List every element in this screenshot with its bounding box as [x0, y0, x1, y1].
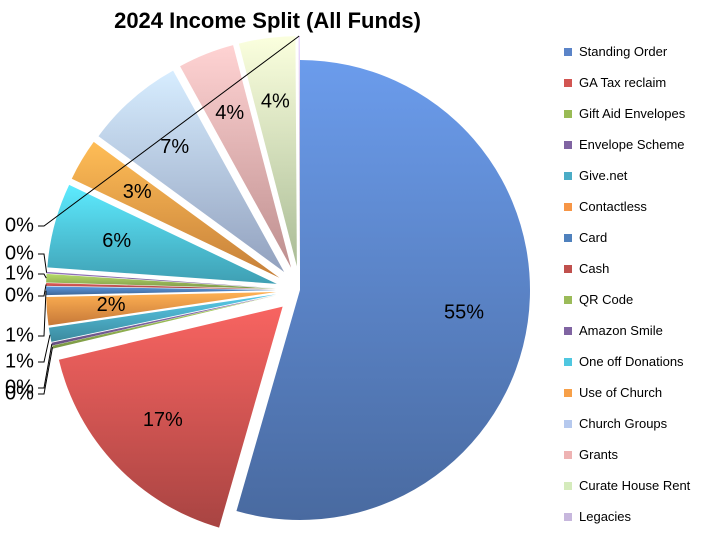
legend-item-standing-order: Standing Order [563, 42, 713, 73]
legend-label: Use of Church [579, 385, 663, 400]
slice-label-ga-tax-reclaim: 17% [143, 409, 183, 431]
pie-slice-gift-aid-envelopes [52, 295, 277, 349]
legend-label: Envelope Scheme [579, 137, 685, 152]
legend-item-cash: Cash [563, 259, 713, 290]
legend-swatch [564, 234, 572, 242]
leader-line [38, 347, 54, 395]
legend-item-envelope-scheme: Envelope Scheme [563, 135, 713, 166]
pie-slice-qr-code [46, 273, 277, 289]
legend-swatch [564, 203, 572, 211]
leader-line [38, 290, 47, 337]
legend-label: Curate House Rent [579, 478, 691, 493]
pie-chart: 55%17%2%6%3%7%4%4%0%0%1%0%1%1%0%0% [5, 35, 530, 528]
pie-slice-contactless [46, 292, 277, 326]
legend-label: Give.net [579, 168, 628, 183]
legend-label: Grants [579, 447, 619, 462]
legend-swatch [564, 141, 572, 149]
legend-item-ga-tax-reclaim: GA Tax reclaim [563, 73, 713, 104]
leader-line [38, 284, 47, 297]
pie-slice-give-net [48, 294, 277, 342]
slice-label-give-net: 1% [5, 350, 34, 372]
leader-line [38, 344, 53, 389]
legend-item-gift-aid-envelopes: Gift Aid Envelopes [563, 104, 713, 135]
legend-swatch [564, 48, 572, 56]
legend-swatch [564, 389, 572, 397]
legend-item-one-off-donations: One off Donations [563, 352, 713, 383]
legend-item-contactless: Contactless [563, 197, 713, 228]
legend-swatch [564, 513, 572, 521]
legend-item-amazon-smile: Amazon Smile [563, 321, 713, 352]
legend-label: GA Tax reclaim [579, 75, 667, 90]
legend-label: Contactless [579, 199, 647, 214]
pie-slice-card [46, 286, 277, 296]
legend-item-use-of-church: Use of Church [563, 383, 713, 414]
legend-swatch [564, 265, 572, 273]
pie-slice-one-off-donations [47, 184, 277, 284]
legend-swatch [564, 172, 572, 180]
legend-item-card: Card [563, 228, 713, 259]
pie-slice-church-groups [98, 70, 285, 272]
slice-label-curate-house-rent: 4% [261, 90, 290, 112]
pie-slice-curate-house-rent [238, 36, 297, 267]
legend-label: Legacies [579, 509, 632, 524]
slice-label-card: 1% [5, 324, 34, 346]
leader-line [38, 273, 47, 279]
slice-label-qr-code: 1% [5, 262, 34, 284]
legend-item-give-net: Give.net [563, 166, 713, 197]
pie-slice-amazon-smile [46, 271, 277, 289]
slice-label-grants: 4% [215, 102, 244, 124]
legend-swatch [564, 327, 572, 335]
legend-label: One off Donations [579, 354, 684, 369]
legend-item-legacies: Legacies [563, 507, 713, 538]
slice-label-amazon-smile: 0% [5, 242, 34, 264]
slice-label-gift-aid-envelopes: 0% [5, 382, 34, 404]
legend-swatch [564, 110, 572, 118]
legend-swatch [564, 296, 572, 304]
legend-item-grants: Grants [563, 445, 713, 476]
slice-label-cash: 0% [5, 284, 34, 306]
leader-line [38, 334, 51, 363]
legend-label: QR Code [579, 292, 634, 307]
legend-label: Standing Order [579, 44, 668, 59]
legend-label: Amazon Smile [579, 323, 663, 338]
slice-label-church-groups: 7% [160, 136, 189, 158]
legend-item-church-groups: Church Groups [563, 414, 713, 445]
pie-slice-use-of-church [71, 141, 280, 278]
legend-swatch [564, 358, 572, 366]
legend-swatch [564, 420, 572, 428]
slice-label-use-of-church: 3% [123, 181, 152, 203]
slice-label-one-off-donations: 6% [102, 230, 131, 252]
chart-title: 2024 Income Split (All Funds) [114, 8, 421, 33]
chart-legend: Standing Order GA Tax reclaim Gift Aid Env… [563, 42, 713, 538]
pie-slice-standing-order [236, 60, 530, 520]
legend-item-qr-code: QR Code [563, 290, 713, 321]
pie-slice-envelope-scheme [51, 295, 277, 346]
pie-slice-ga-tax-reclaim [58, 306, 283, 528]
slice-label-legacies: 0% [5, 214, 34, 236]
legend-item-curate-house-rent: Curate House Rent [563, 476, 713, 507]
leader-line [38, 253, 48, 273]
legend-label: Church Groups [579, 416, 668, 431]
legend-swatch [564, 482, 572, 490]
legend-swatch [564, 79, 572, 87]
legend-label: Cash [579, 261, 610, 276]
legend-label: Gift Aid Envelopes [579, 106, 686, 121]
pie-slice-legacies [298, 36, 300, 267]
pie-slice-grants [180, 45, 292, 268]
legend-swatch [564, 451, 572, 459]
leader-line [38, 35, 300, 227]
slice-label-contactless: 2% [97, 294, 126, 316]
slice-label-standing-order: 55% [444, 301, 484, 323]
legend-label: Card [579, 230, 608, 245]
pie-slice-cash [46, 283, 277, 290]
slice-label-envelope-scheme: 0% [5, 376, 34, 398]
